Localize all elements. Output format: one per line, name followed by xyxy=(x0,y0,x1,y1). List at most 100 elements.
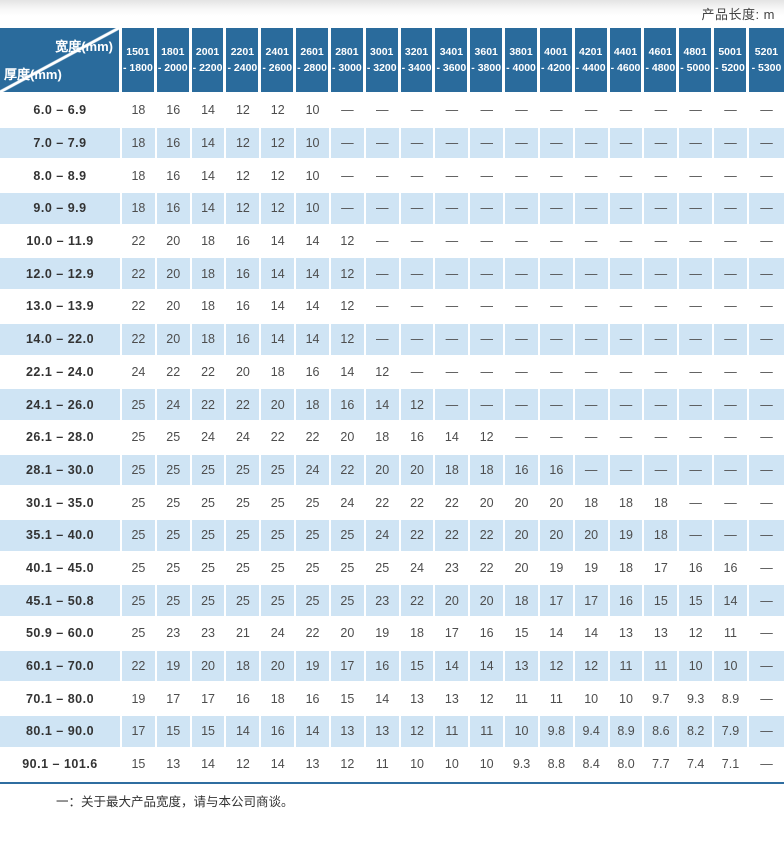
value-cell: — xyxy=(679,421,715,455)
width-range-header: 3401- 3600 xyxy=(435,28,471,95)
value-cell: 18 xyxy=(435,454,471,488)
value-cell: 13 xyxy=(400,683,436,717)
table-row: 50.9 – 60.0 25 23 23 21 24 22 20 19 18 17 16 15 14 14 1… xyxy=(0,618,784,651)
table-row: 9.0 – 9.9 18 16 14 12 12 10— — — — — — — — — — — — — xyxy=(0,193,784,226)
table-row: 45.1 – 50.8 25 25 25 25 25 25 25 23 22 20 20 18 17 17 1… xyxy=(0,585,784,618)
value-cell: — xyxy=(505,225,540,259)
value-cell: — xyxy=(574,356,610,390)
value-cell: 17 xyxy=(574,585,610,618)
value-cell: 20 xyxy=(539,519,575,553)
value-cell: — xyxy=(574,323,610,357)
value-cell: 24 xyxy=(156,389,192,422)
product-length-label: 产品长度: m xyxy=(701,7,775,22)
value-cell: — xyxy=(748,127,784,161)
value-cell: — xyxy=(539,193,575,226)
value-cell: 13 xyxy=(609,618,645,651)
value-cell: — xyxy=(365,225,401,259)
value-cell: 25 xyxy=(226,552,262,586)
value-cell: — xyxy=(748,585,784,618)
width-range-header: 3801- 4000 xyxy=(505,28,540,95)
value-cell: 25 xyxy=(156,454,192,488)
value-cell: 18 xyxy=(470,454,506,488)
value-cell: — xyxy=(679,323,715,357)
value-cell: — xyxy=(539,127,575,161)
value-cell: — xyxy=(330,95,366,128)
value-cell: 22 xyxy=(156,356,192,390)
value-cell: 22 xyxy=(191,389,227,422)
value-cell: 13 xyxy=(296,748,331,782)
value-cell: — xyxy=(400,258,436,292)
value-cell: 14 xyxy=(191,127,227,161)
value-cell: — xyxy=(609,356,645,390)
value-cell: 25 xyxy=(122,519,157,553)
table-row: 14.0 – 22.0 22 20 18 16 14 14 12— — — — — — — — — — — — xyxy=(0,323,784,357)
value-cell: — xyxy=(400,193,436,226)
value-cell: 12 xyxy=(539,650,575,684)
width-range-header: 2601- 2800 xyxy=(296,28,331,95)
value-cell: — xyxy=(679,160,715,194)
value-cell: — xyxy=(470,225,506,259)
footnote-text: 一：关于最大产品宽度，请与本公司商谈。 xyxy=(56,795,294,810)
value-cell: 12 xyxy=(226,95,262,128)
value-cell: — xyxy=(365,160,401,194)
value-cell: — xyxy=(748,519,784,553)
width-range-header: 4801- 5000 xyxy=(679,28,715,95)
value-cell: 8.8 xyxy=(539,748,575,782)
value-cell: 25 xyxy=(156,421,192,455)
value-cell: — xyxy=(505,127,540,161)
value-cell: 23 xyxy=(156,618,192,651)
value-cell: — xyxy=(748,421,784,455)
value-cell: — xyxy=(714,160,749,194)
value-cell: 22 xyxy=(261,421,297,455)
value-cell: 20 xyxy=(539,487,575,520)
thickness-row-label: 60.1 – 70.0 xyxy=(0,650,122,684)
table-row: 8.0 – 8.9 18 16 14 12 12 10— — — — — — — — — — — — — xyxy=(0,160,784,194)
value-cell: — xyxy=(574,127,610,161)
thickness-row-label: 8.0 – 8.9 xyxy=(0,160,122,194)
thickness-row-label: 6.0 – 6.9 xyxy=(0,95,122,128)
value-cell: 22 xyxy=(435,519,471,553)
value-cell: — xyxy=(574,291,610,324)
value-cell: — xyxy=(644,323,680,357)
value-cell: 18 xyxy=(226,650,262,684)
value-cell: — xyxy=(435,389,471,422)
table-row: 12.0 – 12.9 22 20 18 16 14 14 12— — — — — — — — — — — — xyxy=(0,258,784,292)
value-cell: — xyxy=(539,160,575,194)
value-cell: 20 xyxy=(435,585,471,618)
value-cell: 16 xyxy=(226,258,262,292)
value-cell: 25 xyxy=(226,454,262,488)
value-cell: 22 xyxy=(470,552,506,586)
value-cell: 17 xyxy=(330,650,366,684)
value-cell: 14 xyxy=(296,323,331,357)
value-cell: — xyxy=(574,454,610,488)
value-cell: 24 xyxy=(400,552,436,586)
value-cell: 14 xyxy=(470,650,506,684)
value-cell: — xyxy=(400,160,436,194)
value-cell: 14 xyxy=(261,323,297,357)
value-cell: 9.4 xyxy=(574,716,610,749)
value-cell: 22 xyxy=(226,389,262,422)
value-cell: 16 xyxy=(226,683,262,717)
width-range-header: 4001- 4200 xyxy=(539,28,575,95)
value-cell: 18 xyxy=(191,323,227,357)
value-cell: — xyxy=(505,389,540,422)
value-cell: 25 xyxy=(296,487,331,520)
value-cell: — xyxy=(505,95,540,128)
value-cell: 18 xyxy=(261,356,297,390)
value-cell: — xyxy=(714,421,749,455)
table-row: 6.0 – 6.9 18 16 14 12 12 10— — — — — — — — — — — — — xyxy=(0,95,784,128)
value-cell: 20 xyxy=(505,519,540,553)
value-cell: 14 xyxy=(226,716,262,749)
value-cell: 18 xyxy=(122,160,157,194)
value-cell: 18 xyxy=(122,127,157,161)
value-cell: — xyxy=(574,258,610,292)
value-cell: 10 xyxy=(679,650,715,684)
value-cell: 16 xyxy=(226,323,262,357)
thickness-row-label: 7.0 – 7.9 xyxy=(0,127,122,161)
value-cell: 13 xyxy=(365,716,401,749)
value-cell: — xyxy=(748,95,784,128)
value-cell: 16 xyxy=(156,160,192,194)
value-cell: 12 xyxy=(365,356,401,390)
value-cell: 14 xyxy=(191,95,227,128)
value-cell: 16 xyxy=(226,225,262,259)
